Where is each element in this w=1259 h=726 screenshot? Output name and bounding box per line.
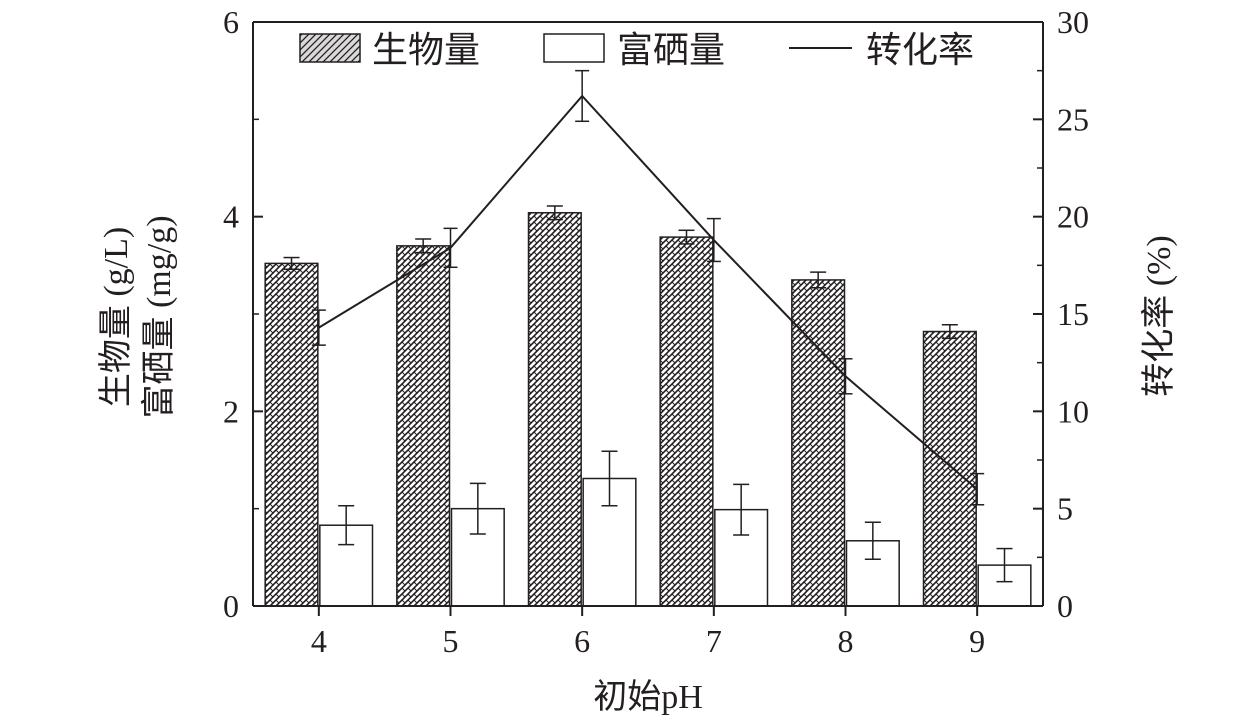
y-tick-label-left-6: 6	[223, 4, 239, 40]
bar-biomass-ph-4	[264, 262, 319, 607]
y-axis-title-right: 转化率 (%)	[1140, 235, 1178, 396]
y-tick-label-right-0: 0	[1057, 588, 1073, 624]
x-tick-label-5: 5	[443, 623, 459, 659]
legend-swatch-selenium	[543, 33, 605, 63]
ticks-layer: 0 2 4 6 0 5 10 15 20 25 30 4 5 6 7 8 9	[223, 4, 1089, 659]
legend-label-selenium: 富硒量	[617, 30, 725, 70]
y-tick-label-left-4: 4	[223, 199, 239, 235]
y-axis-title-left-biomass: 生物量 (g/L)	[97, 227, 135, 407]
conversion-line-layer	[318, 94, 978, 490]
y-axis-title-left-selenium: 富硒量 (mg/g)	[140, 215, 178, 418]
legend: 生物量 富硒量 转化率	[299, 30, 974, 70]
x-axis-title: 初始pH	[593, 678, 703, 716]
error-bars-layer	[283, 69, 1013, 583]
y-tick-label-left-0: 0	[223, 588, 239, 624]
legend-label-conversion: 转化率	[866, 30, 974, 70]
y-tick-label-right-5: 5	[1057, 491, 1073, 527]
x-tick-label-4: 4	[311, 623, 327, 659]
y-tick-label-left-2: 2	[223, 393, 239, 429]
y-tick-label-right-25: 25	[1057, 101, 1089, 137]
y-tick-label-right-10: 10	[1057, 393, 1089, 429]
x-tick-label-8: 8	[838, 623, 854, 659]
line-conversion-rate	[318, 94, 978, 490]
y-tick-label-right-15: 15	[1057, 296, 1089, 332]
y-tick-label-right-20: 20	[1057, 199, 1089, 235]
bar-selenium-ph-7	[714, 508, 769, 607]
legend-label-biomass: 生物量	[372, 30, 480, 70]
x-tick-label-7: 7	[706, 623, 722, 659]
x-tick-label-6: 6	[574, 623, 590, 659]
x-tick-label-9: 9	[969, 623, 985, 659]
bars-layer	[264, 212, 1032, 607]
legend-swatch-biomass	[299, 33, 361, 63]
bar-biomass-ph-6	[527, 212, 582, 607]
bar-biomass-ph-9	[922, 330, 977, 607]
bar-biomass-ph-5	[396, 245, 451, 607]
y-tick-label-right-30: 30	[1057, 4, 1089, 40]
bar-biomass-ph-7	[659, 236, 714, 607]
